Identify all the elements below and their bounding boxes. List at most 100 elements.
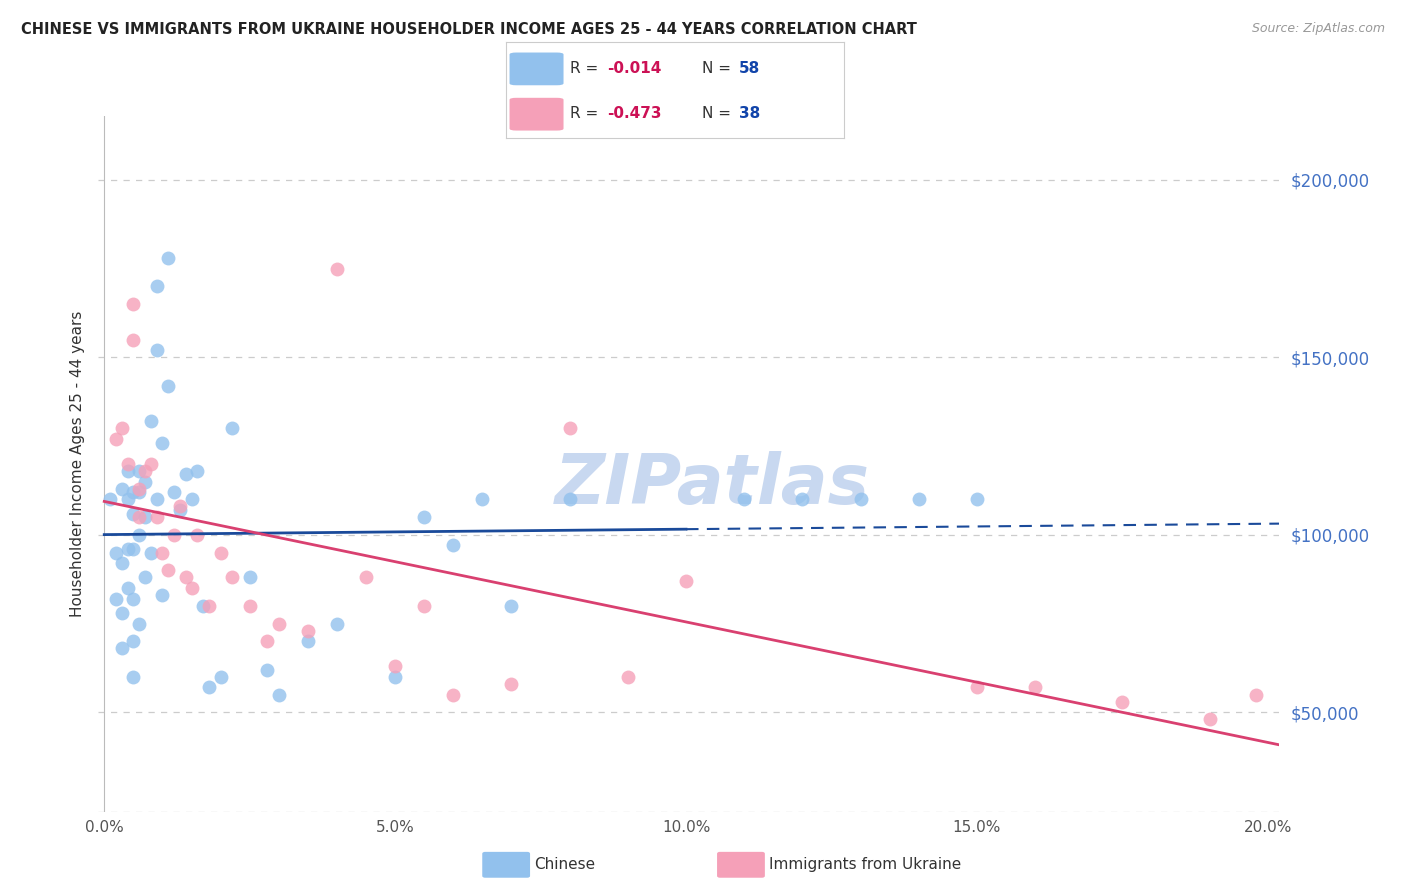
Point — [104, 591, 127, 606]
Point — [139, 414, 162, 428]
Text: Chinese: Chinese — [534, 857, 595, 871]
Point — [186, 464, 208, 478]
Point — [354, 570, 377, 584]
Point — [104, 432, 127, 446]
Point — [122, 542, 145, 557]
Text: N =: N = — [702, 62, 735, 77]
Point — [128, 482, 150, 496]
Point — [471, 492, 494, 507]
Text: 58: 58 — [740, 62, 761, 77]
Point — [384, 670, 406, 684]
Point — [1198, 713, 1220, 727]
Point — [122, 670, 145, 684]
Point — [558, 421, 581, 435]
FancyBboxPatch shape — [509, 98, 564, 130]
Point — [139, 545, 162, 559]
Point — [122, 485, 145, 500]
Point — [163, 485, 186, 500]
Point — [174, 467, 197, 482]
Text: R =: R = — [571, 106, 603, 120]
Point — [111, 641, 134, 656]
Point — [128, 510, 150, 524]
Point — [104, 545, 127, 559]
Point — [134, 464, 156, 478]
Point — [413, 599, 436, 613]
Point — [152, 588, 174, 602]
Point — [169, 503, 191, 517]
Point — [180, 581, 202, 595]
Point — [117, 464, 139, 478]
Point — [267, 688, 290, 702]
Point — [221, 570, 243, 584]
Text: Source: ZipAtlas.com: Source: ZipAtlas.com — [1251, 22, 1385, 36]
Point — [733, 492, 755, 507]
Text: 38: 38 — [740, 106, 761, 120]
Point — [145, 279, 167, 293]
Point — [139, 457, 162, 471]
Point — [849, 492, 872, 507]
Point — [239, 570, 262, 584]
Point — [413, 510, 436, 524]
Point — [1111, 695, 1133, 709]
Y-axis label: Householder Income Ages 25 - 44 years: Householder Income Ages 25 - 44 years — [69, 310, 84, 617]
Point — [128, 528, 150, 542]
Point — [169, 500, 191, 514]
Point — [122, 591, 145, 606]
Point — [111, 421, 134, 435]
Point — [617, 670, 640, 684]
Point — [267, 616, 290, 631]
Point — [145, 343, 167, 358]
Point — [966, 492, 988, 507]
Point — [174, 570, 197, 584]
Point — [297, 634, 319, 648]
Point — [98, 492, 121, 507]
Point — [122, 507, 145, 521]
Point — [209, 670, 232, 684]
Point — [157, 251, 180, 265]
Point — [297, 624, 319, 638]
Point — [117, 492, 139, 507]
Point — [191, 599, 214, 613]
Point — [326, 616, 349, 631]
Point — [326, 261, 349, 276]
Point — [792, 492, 814, 507]
Point — [209, 545, 232, 559]
Point — [441, 688, 464, 702]
Point — [152, 545, 174, 559]
Point — [111, 606, 134, 620]
Point — [111, 556, 134, 570]
Point — [907, 492, 929, 507]
Point — [134, 570, 156, 584]
Point — [501, 677, 523, 691]
Point — [1024, 681, 1046, 695]
Point — [145, 492, 167, 507]
Point — [122, 634, 145, 648]
Point — [256, 663, 278, 677]
Text: Immigrants from Ukraine: Immigrants from Ukraine — [769, 857, 962, 871]
Point — [441, 539, 464, 553]
Point — [157, 563, 180, 577]
Point — [966, 681, 988, 695]
Text: N =: N = — [702, 106, 735, 120]
Point — [186, 528, 208, 542]
Point — [239, 599, 262, 613]
FancyBboxPatch shape — [509, 53, 564, 86]
Point — [122, 297, 145, 311]
Point — [128, 616, 150, 631]
Point — [111, 482, 134, 496]
Text: -0.473: -0.473 — [607, 106, 662, 120]
Point — [501, 599, 523, 613]
Point — [134, 475, 156, 489]
Text: R =: R = — [571, 62, 603, 77]
Point — [198, 681, 221, 695]
Point — [152, 435, 174, 450]
Point — [198, 599, 221, 613]
Point — [117, 542, 139, 557]
Point — [134, 510, 156, 524]
Point — [157, 378, 180, 392]
Point — [384, 659, 406, 673]
Point — [256, 634, 278, 648]
Point — [180, 492, 202, 507]
Point — [128, 485, 150, 500]
Point — [145, 510, 167, 524]
